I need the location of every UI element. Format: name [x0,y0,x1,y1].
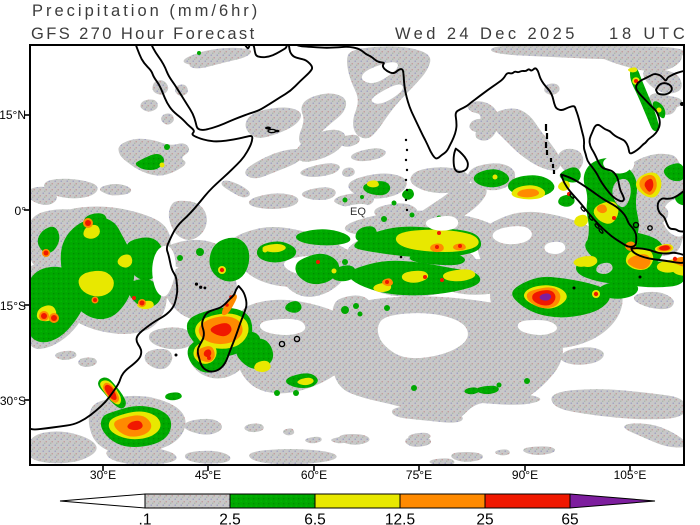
svg-text:65: 65 [561,512,578,525]
svg-text:25: 25 [476,512,493,525]
svg-text:75°E: 75°E [406,468,432,482]
svg-text:.1: .1 [139,512,152,525]
svg-text:Precipitation (mm/6hr): Precipitation (mm/6hr) [32,2,260,20]
svg-text:90°E: 90°E [512,468,538,482]
svg-text:GFS 270 Hour Forecast: GFS 270 Hour Forecast [31,25,257,43]
svg-text:105°E: 105°E [614,468,647,482]
svg-text:15°N: 15°N [0,108,26,122]
svg-text:Wed 24 Dec 2025: Wed 24 Dec 2025 [395,25,578,43]
svg-text:45°E: 45°E [195,468,221,482]
svg-text:30°S: 30°S [0,394,26,408]
svg-text:12.5: 12.5 [385,512,415,525]
svg-text:60°E: 60°E [301,468,327,482]
svg-text:0°: 0° [15,204,27,218]
svg-text:EQ: EQ [350,206,366,218]
svg-text:6.5: 6.5 [304,512,326,525]
svg-text:15°S: 15°S [0,299,26,313]
svg-text:18 UTC: 18 UTC [609,25,689,43]
svg-text:30°E: 30°E [90,468,116,482]
svg-text:2.5: 2.5 [219,512,241,525]
